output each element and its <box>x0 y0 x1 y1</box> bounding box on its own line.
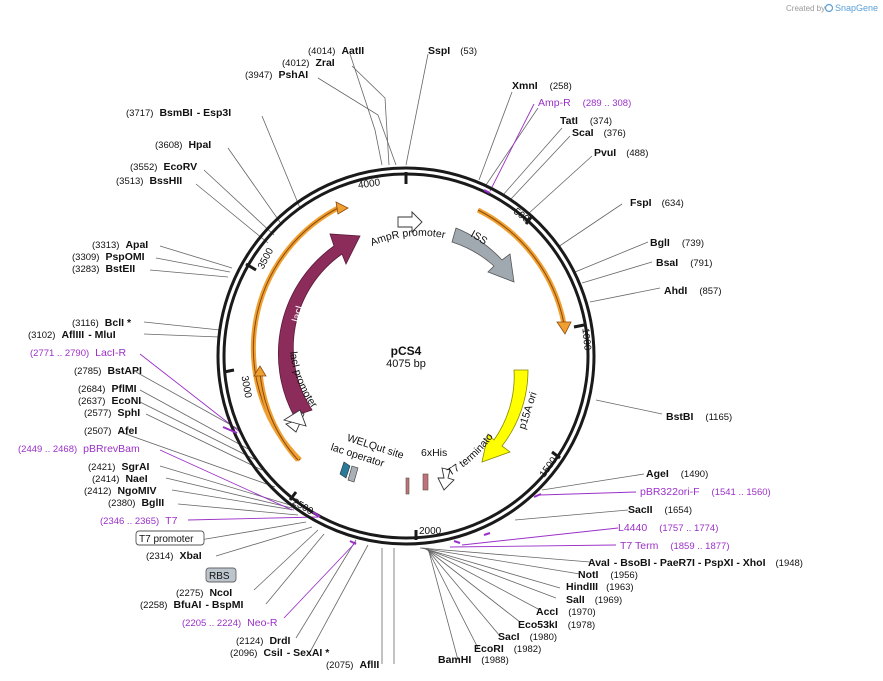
primer-label[interactable]: pBR322ori-F (1541 .. 1560) <box>640 486 771 498</box>
rbs-box[interactable]: RBS <box>205 567 237 583</box>
iss-feature[interactable]: ISS <box>451 227 515 283</box>
ampr-gene-arrow[interactable] <box>476 207 572 335</box>
primer-label[interactable]: (2205 .. 2224) Neo-R <box>182 617 278 629</box>
laci-promoter-outer-arrow[interactable] <box>253 365 300 462</box>
enzyme-labels: (4014) AatII SspI (53) (4012) ZraI (3947) Ps… <box>28 45 803 671</box>
enzyme-label[interactable]: (3313) ApaI <box>92 239 148 251</box>
enzyme-label[interactable]: SalI (1969) <box>566 594 622 606</box>
enzyme-label[interactable]: (2577) SphI <box>84 407 140 419</box>
snapgene-logo-icon <box>824 3 834 13</box>
enzyme-label[interactable]: AccI (1970) <box>536 606 596 618</box>
tick-marks <box>223 172 585 540</box>
ampr-promoter-feature[interactable]: AmpR promoter <box>369 210 447 249</box>
primer-label[interactable]: (2771 .. 2790) LacI-R <box>30 347 126 359</box>
enzyme-label[interactable]: XmnI (258) <box>512 80 572 92</box>
tick-label-2000: 2000 <box>419 526 442 537</box>
enzyme-label[interactable]: (3552) EcoRV <box>130 161 197 173</box>
p15a-ori-feature[interactable]: p15A ori <box>481 369 540 463</box>
tick-label-1000: 1000 <box>579 328 592 352</box>
primer-labels: Amp-R (289 .. 308) (2771 .. 2790) LacI-R (… <box>18 97 771 629</box>
welqut-lacop-features[interactable]: WELQut site lac operator <box>329 432 405 483</box>
t7-promoter-box[interactable]: T7 promoter <box>135 530 205 546</box>
enzyme-label[interactable]: (3102) AflIII - MluI <box>28 329 116 341</box>
enzyme-label[interactable]: (2124) DrdI <box>236 635 291 647</box>
t7-promoter-box-label: T7 promoter <box>139 534 194 545</box>
enzyme-label[interactable]: (2314) XbaI <box>146 550 202 562</box>
plasmid-length: 4075 bp <box>386 358 426 370</box>
enzyme-label[interactable]: Eco53kI (1978) <box>518 619 595 631</box>
his6-feature[interactable]: 6xHis <box>421 447 447 491</box>
plasmid-name: pCS4 <box>391 344 422 358</box>
enzyme-label[interactable]: BsaI (791) <box>656 257 712 269</box>
laci-label: lacI <box>290 304 306 323</box>
enzyme-label[interactable]: (3608) HpaI <box>155 139 211 151</box>
primer-label[interactable]: Amp-R (289 .. 308) <box>538 97 631 109</box>
snapgene-watermark: Created by SnapGene <box>786 3 878 13</box>
enzyme-label[interactable]: (2785) BstAPI <box>74 365 142 377</box>
label-leader-lines <box>119 53 663 664</box>
enzyme-label[interactable]: BstBI (1165) <box>666 411 732 423</box>
watermark-prefix: Created by <box>786 4 825 13</box>
enzyme-label[interactable]: HindIII (1963) <box>566 581 634 593</box>
enzyme-label[interactable]: (2275) NcoI <box>176 587 232 599</box>
enzyme-label[interactable]: (2412) NgoMIV <box>84 485 157 497</box>
plasmid-title: pCS4 4075 bp <box>386 344 426 370</box>
enzyme-label[interactable]: (3116) BclI * <box>72 317 132 329</box>
enzyme-label[interactable]: (3283) BstEII <box>72 263 135 275</box>
enzyme-label[interactable]: ScaI (376) <box>572 127 626 139</box>
enzyme-label[interactable]: (3717) BsmBI - Esp3I <box>126 107 231 119</box>
enzyme-label[interactable]: (2258) BfuAI - BspMI <box>140 599 243 611</box>
rbs-box-label: RBS <box>209 571 230 582</box>
enzyme-label[interactable]: AgeI (1490) <box>646 468 708 480</box>
enzyme-label[interactable]: EcoRI (1982) <box>474 643 541 655</box>
enzyme-label[interactable]: (2507) AfeI <box>84 425 137 437</box>
enzyme-label[interactable]: (2421) SgrAI <box>88 461 150 473</box>
enzyme-label[interactable]: BamHI (1988) <box>438 654 509 666</box>
primer-label[interactable]: (2346 .. 2365) T7 <box>100 515 178 527</box>
enzyme-label[interactable]: SspI (53) <box>428 45 477 57</box>
enzyme-label[interactable]: SacII (1654) <box>628 504 692 516</box>
enzyme-label[interactable]: (2075) AflII <box>326 659 379 671</box>
enzyme-label[interactable]: (4012) ZraI <box>282 57 335 69</box>
enzyme-label[interactable]: (2414) NaeI <box>92 473 148 485</box>
enzyme-label[interactable]: (2684) PflMI <box>78 383 137 395</box>
enzyme-label[interactable]: NotI (1956) <box>578 569 638 581</box>
ampr-promoter-label: AmpR promoter <box>369 227 447 249</box>
enzyme-label[interactable]: (3309) PspOMI <box>72 251 145 263</box>
enzyme-label[interactable]: AvaI - BsoBI - PaeR7I - PspXI - XhoI (1948… <box>588 557 803 569</box>
primer-label[interactable]: (2449 .. 2468) pBRrevBam <box>18 443 140 455</box>
enzyme-label[interactable]: FspI (634) <box>630 197 684 209</box>
enzyme-label[interactable]: (2096) CsiI - SexAI * <box>230 647 330 659</box>
enzyme-label[interactable]: PvuI (488) <box>594 147 648 159</box>
tick-label-4000: 4000 <box>357 177 381 191</box>
enzyme-label[interactable]: (3513) BssHII <box>116 175 182 187</box>
primer-leader-lines <box>139 103 637 619</box>
his6-label: 6xHis <box>421 447 447 459</box>
primer-marks <box>222 189 542 545</box>
small-feature[interactable] <box>405 477 410 495</box>
enzyme-label[interactable]: (4014) AatII <box>308 45 364 57</box>
primer-label[interactable]: L4440 (1757 .. 1774) <box>618 522 718 534</box>
tick-label-3000: 3000 <box>239 375 254 399</box>
enzyme-label[interactable]: TatI (374) <box>560 115 612 127</box>
enzyme-label[interactable]: BglI (739) <box>650 237 704 249</box>
watermark-brand: SnapGene <box>835 3 878 13</box>
enzyme-label[interactable]: AhdI (857) <box>664 285 722 297</box>
enzyme-label[interactable]: (2637) EcoNI <box>78 395 141 407</box>
primer-label[interactable]: T7 Term (1859 .. 1877) <box>620 540 729 552</box>
enzyme-label[interactable]: (3947) PshAI <box>245 69 308 81</box>
enzyme-label[interactable]: (2380) BglII <box>108 497 164 509</box>
enzyme-label[interactable]: SacI (1980) <box>498 631 557 643</box>
laci-feature[interactable]: lacI <box>277 233 361 417</box>
